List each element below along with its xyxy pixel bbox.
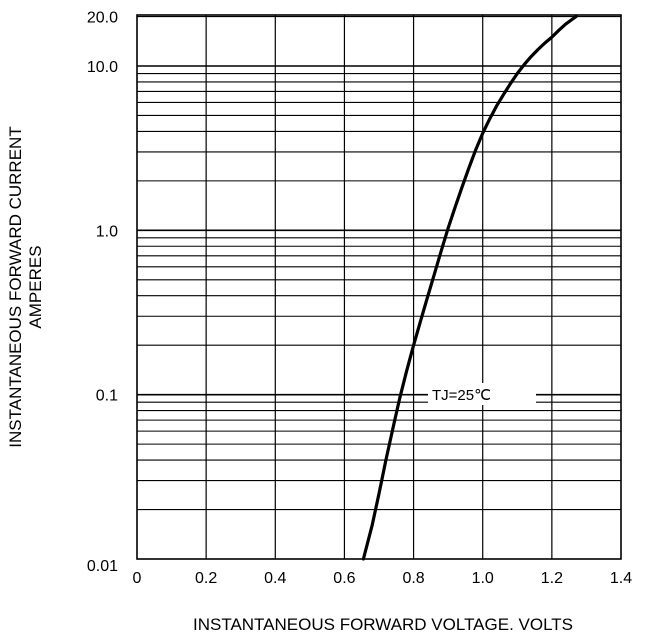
x-tick-label: 0.2 bbox=[195, 570, 217, 587]
plot-frame bbox=[136, 14, 622, 560]
y-tick-label: 20.0 bbox=[87, 10, 118, 27]
x-axis-label: INSTANTANEOUS FORWARD VOLTAGE. VOLTS bbox=[193, 615, 573, 634]
grid-layer bbox=[137, 15, 621, 559]
y-axis-label-line-1: INSTANTANEOUS FORWARD CURRENT bbox=[6, 126, 25, 447]
annotation-tj-label: TJ=25℃ bbox=[432, 387, 491, 404]
y-tick-label: 10.0 bbox=[87, 59, 118, 76]
y-tick-label: 0.1 bbox=[96, 388, 118, 405]
annotation-background bbox=[428, 383, 536, 405]
x-tick-label: 0.6 bbox=[333, 570, 355, 587]
tick-labels: 0 0.2 0.4 0.6 0.8 1.0 1.2 1.4 0.01 0.1 1.0 10.0 20.0 bbox=[87, 10, 632, 587]
y-axis-label-line-2: AMPERES bbox=[26, 245, 45, 328]
x-tick-label: 0.4 bbox=[264, 570, 286, 587]
curve-layer bbox=[361, 14, 578, 561]
forward-current-curve bbox=[361, 14, 578, 561]
x-tick-label: 0 bbox=[133, 570, 142, 587]
x-tick-label: 1.2 bbox=[541, 570, 563, 587]
x-tick-label: 1.4 bbox=[610, 570, 632, 587]
y-tick-label: 1.0 bbox=[96, 223, 118, 240]
x-tick-label: 0.8 bbox=[402, 570, 424, 587]
y-tick-label: 0.01 bbox=[87, 558, 118, 575]
x-tick-label: 1.0 bbox=[472, 570, 494, 587]
